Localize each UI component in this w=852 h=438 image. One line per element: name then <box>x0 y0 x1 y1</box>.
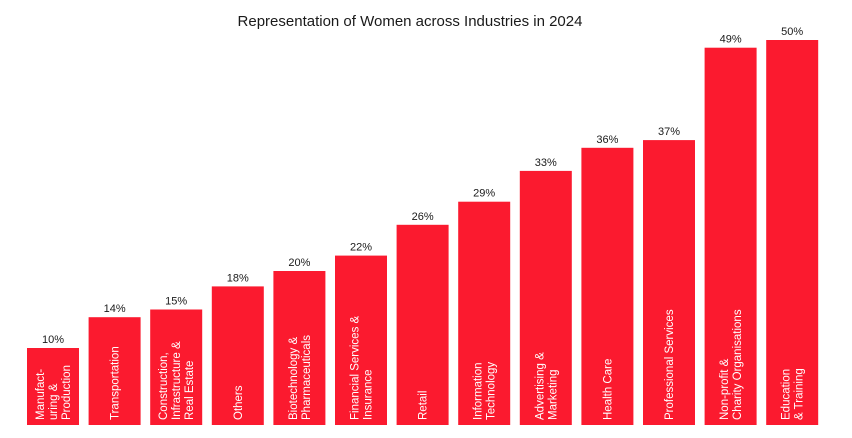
category-label-11: Non-profit &Charity Organisations <box>719 309 744 420</box>
bar-10 <box>643 140 695 425</box>
value-label-5: 22% <box>350 242 372 254</box>
category-label-line: Professional Services <box>664 309 676 420</box>
category-label-line: Health Care <box>602 359 614 420</box>
bar-0 <box>27 348 79 425</box>
category-label-3: Others <box>233 385 245 420</box>
bars-group <box>27 40 819 426</box>
category-label-0: Manufact-uring &Production <box>35 365 73 420</box>
category-label-line: Non-profit & <box>719 358 731 420</box>
value-label-8: 33% <box>535 157 557 169</box>
value-label-2: 15% <box>165 296 187 308</box>
value-labels-group: 10% 14% 15% 18% 20% 22% 26% 29% 33% 36% 37% 49% 50% <box>42 26 803 346</box>
bar-8 <box>519 170 572 425</box>
bar-4 <box>273 271 326 425</box>
category-label-line: Transportation <box>110 346 122 420</box>
category-label-4: Biotechnology &Pharmaceuticals <box>288 335 313 420</box>
category-label-line: Education <box>781 369 793 420</box>
bar-6 <box>396 224 449 425</box>
category-label-line: Pharmaceuticals <box>301 335 313 420</box>
category-label-5: Financial Services &Insurance <box>350 315 375 420</box>
bar-12 <box>766 40 819 425</box>
bar-3 <box>211 286 264 425</box>
value-label-0: 10% <box>42 334 64 346</box>
value-label-1: 14% <box>104 303 126 315</box>
value-label-3: 18% <box>227 272 249 284</box>
bar-1 <box>88 317 141 425</box>
value-label-11: 49% <box>720 34 742 46</box>
category-label-line: & Training <box>794 368 806 420</box>
bar-11 <box>704 47 757 425</box>
bar-9 <box>581 147 634 426</box>
value-label-4: 20% <box>288 257 310 269</box>
value-label-12: 50% <box>781 26 803 38</box>
category-label-12: Education& Training <box>781 368 806 420</box>
category-label-9: Health Care <box>602 359 614 420</box>
bar-7 <box>458 201 511 425</box>
category-label-10: Professional Services <box>664 309 676 420</box>
category-label-line: Biotechnology & <box>288 337 300 420</box>
category-label-2: Construction,Infrastructure &Real Estate <box>158 341 196 420</box>
category-label-line: uring & <box>48 383 60 420</box>
category-label-line: Production <box>61 365 73 420</box>
category-label-line: Charity Organisations <box>732 309 744 420</box>
category-label-line: Technology <box>486 362 498 420</box>
value-label-6: 26% <box>412 211 434 223</box>
category-label-line: Information <box>473 362 485 420</box>
category-label-line: Advertising & <box>534 352 546 420</box>
category-label-line: Retail <box>418 391 430 420</box>
category-label-line: Financial Services & <box>350 315 362 420</box>
category-label-6: Retail <box>418 391 430 420</box>
value-label-10: 37% <box>658 126 680 138</box>
category-labels-group: Manufact-uring &Production Transportation… <box>35 309 806 420</box>
category-label-line: Real Estate <box>184 361 196 420</box>
category-label-line: Construction, <box>158 352 170 420</box>
category-label-7: InformationTechnology <box>473 362 498 420</box>
category-label-line: Manufact- <box>35 369 47 420</box>
chart-title: Representation of Women across Industrie… <box>237 13 583 30</box>
category-label-1: Transportation <box>110 346 122 420</box>
category-label-line: Marketing <box>547 370 559 421</box>
value-label-7: 29% <box>473 188 495 200</box>
bar-5 <box>335 255 387 425</box>
category-label-line: Infrastructure & <box>171 341 183 420</box>
category-label-8: Advertising &Marketing <box>534 352 559 420</box>
bar-2 <box>150 309 203 425</box>
value-label-9: 36% <box>596 134 618 146</box>
category-label-line: Insurance <box>363 369 375 420</box>
category-label-line: Others <box>233 385 245 420</box>
